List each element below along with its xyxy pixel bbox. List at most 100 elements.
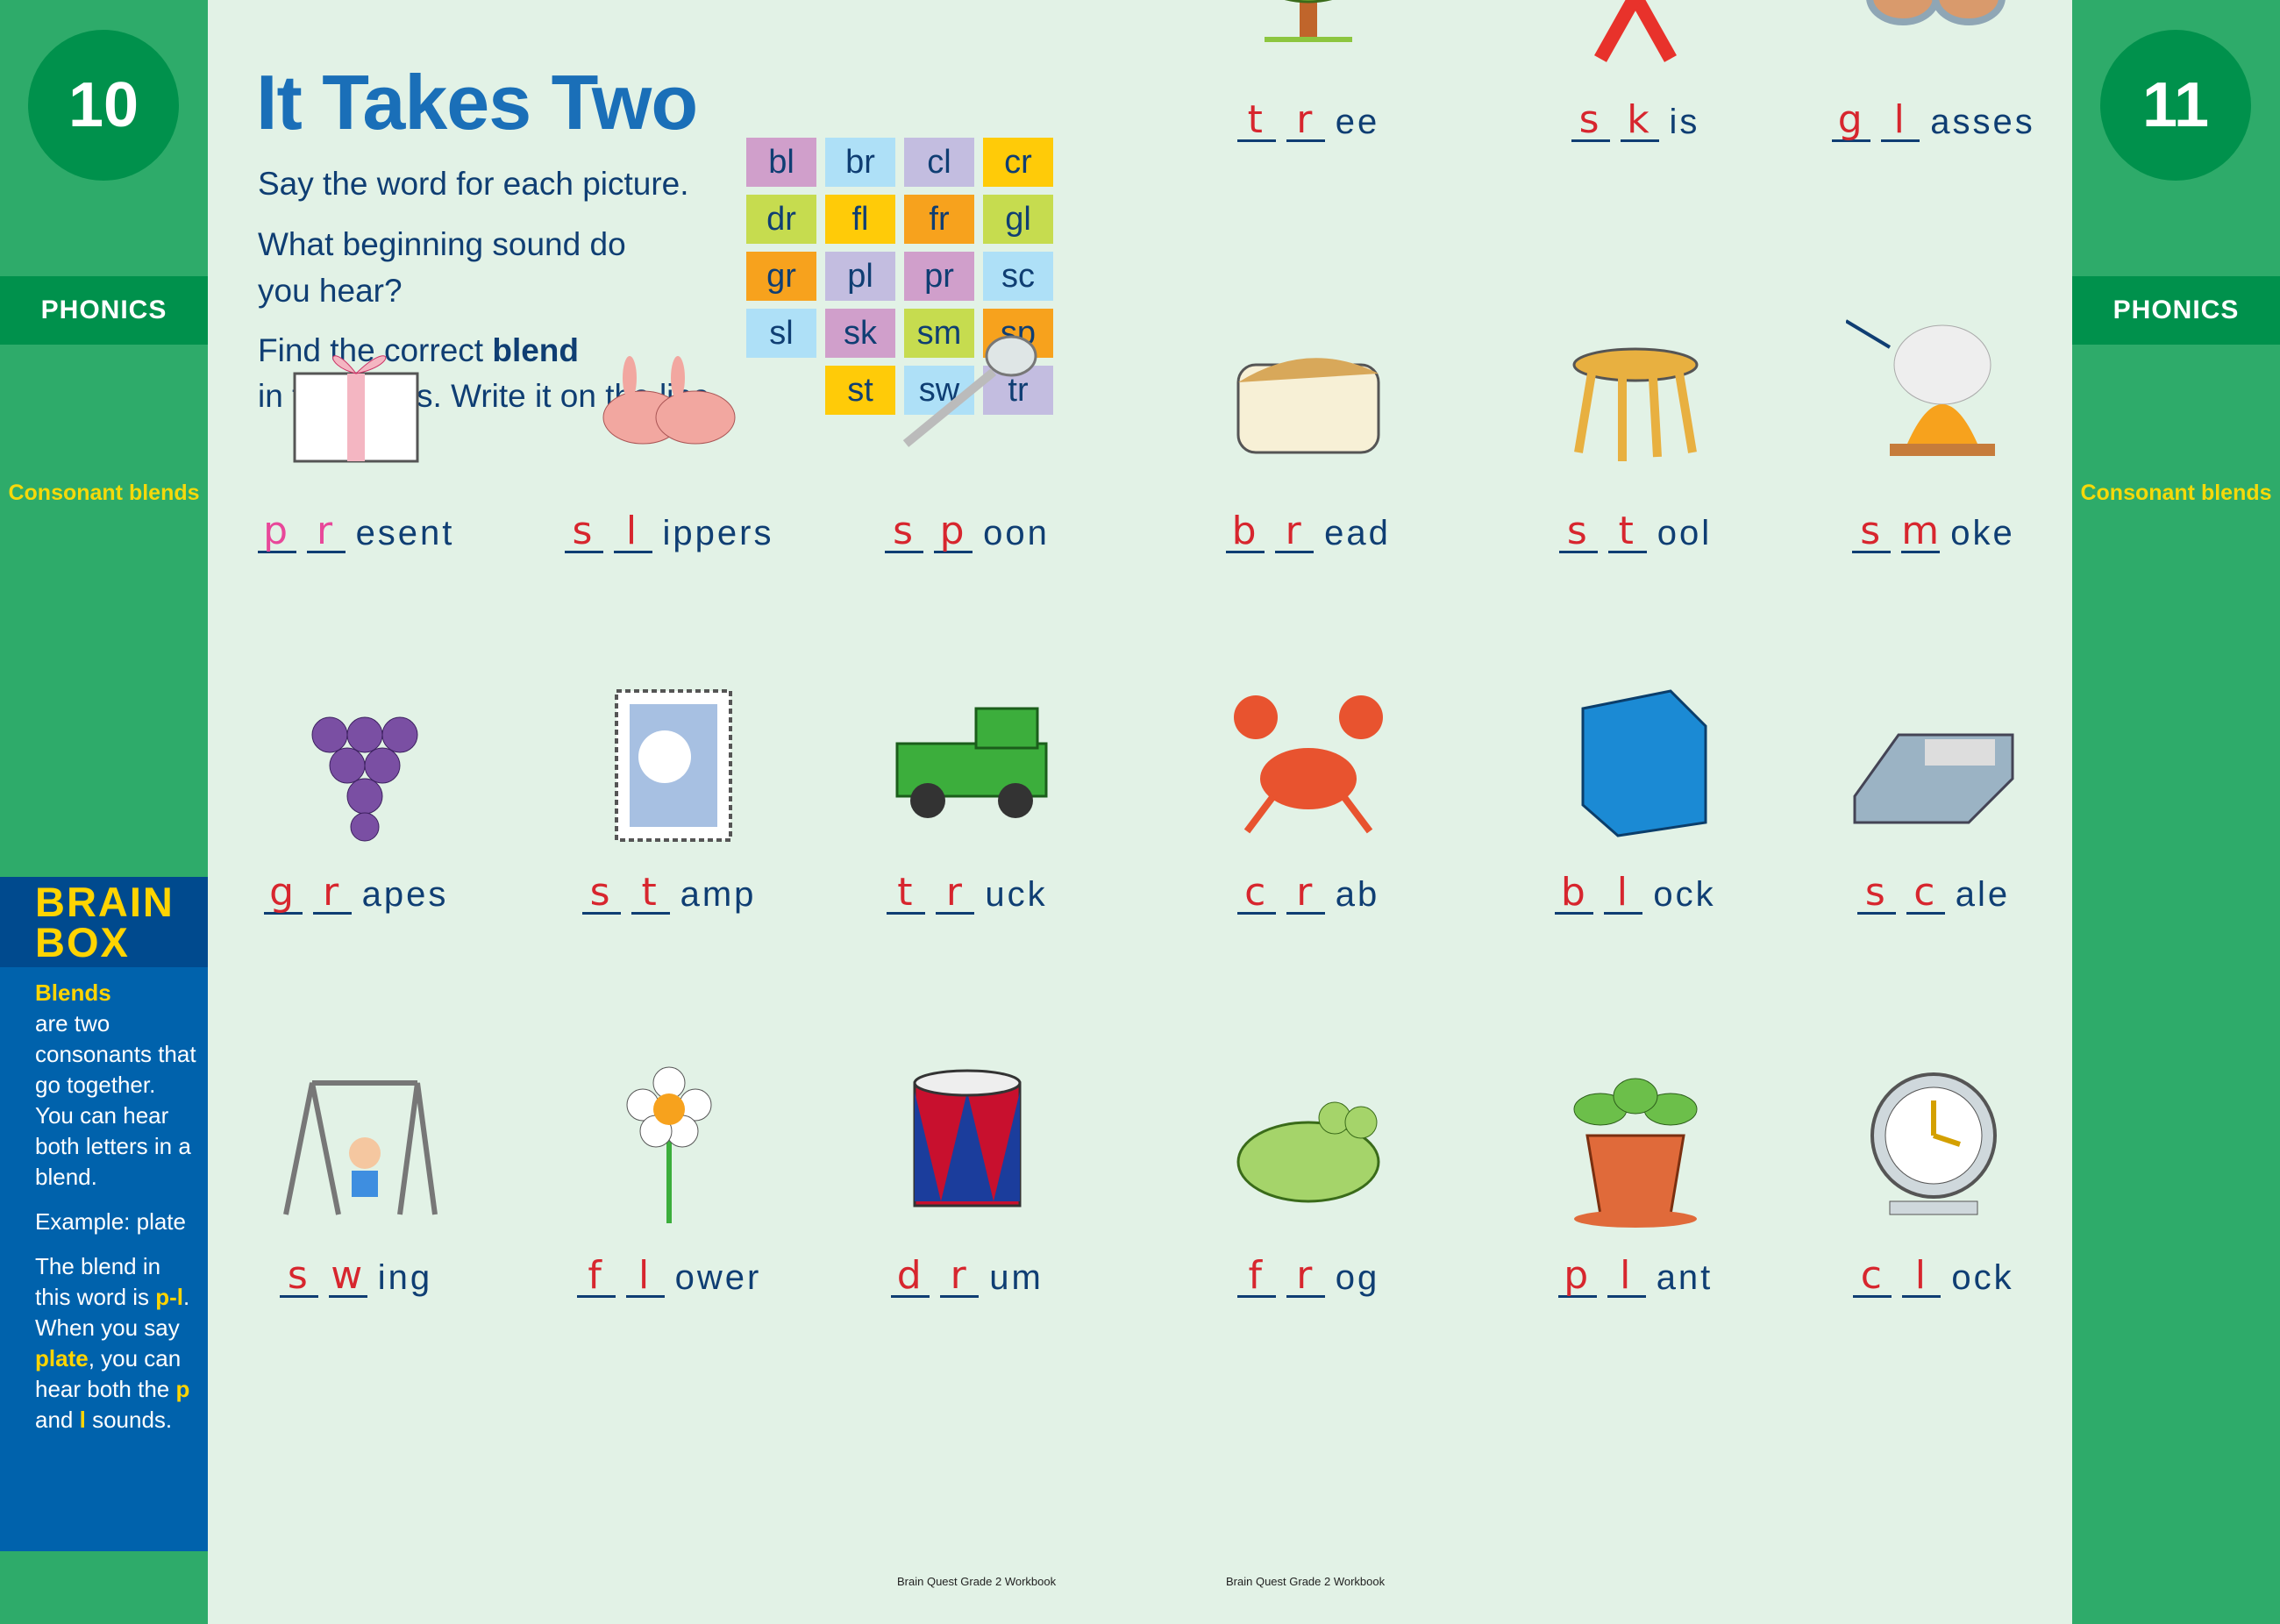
- answer-blank-2[interactable]: c: [1906, 873, 1945, 915]
- brain-box-title-line2: BOX: [35, 919, 130, 965]
- exercise-item-bread: b r ead: [1151, 312, 1466, 575]
- answer-blank-1[interactable]: s: [564, 512, 603, 553]
- answer-blank-2[interactable]: l: [1604, 873, 1643, 915]
- instruction-line: you hear?: [258, 273, 403, 309]
- brain-box-example: Example: plate: [35, 1208, 186, 1235]
- answer-blank-2[interactable]: w: [328, 1257, 367, 1298]
- answer-blank-2[interactable]: r: [306, 512, 346, 553]
- t: plate: [35, 1345, 89, 1371]
- exercise-item-spoon: s p oon: [809, 312, 1125, 575]
- answer-blank-2[interactable]: t: [1607, 512, 1647, 553]
- answer-blank-1[interactable]: s: [1558, 512, 1598, 553]
- blend-box-sl: sl: [746, 309, 816, 358]
- grapes-icon: [311, 716, 418, 842]
- word-label: p r esent: [198, 512, 514, 553]
- answer-blank-1[interactable]: b: [1226, 512, 1265, 553]
- answer-blank-2[interactable]: r: [1286, 1257, 1325, 1298]
- word-ending: uck: [985, 875, 1048, 914]
- answer-blank-1[interactable]: s: [885, 512, 924, 553]
- answer-blank-2[interactable]: r: [1286, 101, 1325, 142]
- answer-blank-2[interactable]: l: [625, 1257, 665, 1298]
- answer-blank-1[interactable]: p: [257, 512, 296, 553]
- answer-blank-1[interactable]: s: [1856, 873, 1896, 915]
- word-ending: asses: [1930, 103, 2035, 141]
- answer-blank-1[interactable]: f: [1236, 1257, 1276, 1298]
- slippers-icon: [602, 356, 736, 445]
- stool-icon: [1572, 347, 1699, 461]
- t: l: [79, 1407, 86, 1433]
- answer-blank-2[interactable]: l: [1902, 1257, 1942, 1298]
- plant-icon: [1573, 1078, 1698, 1228]
- answer-blank-2[interactable]: l: [1881, 101, 1920, 142]
- t: blend: [492, 332, 580, 368]
- blend-box-sk: sk: [825, 309, 895, 358]
- answer-blank-1[interactable]: d: [891, 1257, 930, 1298]
- block-icon: [1581, 689, 1707, 837]
- word-label: s t ool: [1478, 512, 1793, 553]
- word-ending: ant: [1656, 1258, 1714, 1297]
- answer-blank-2[interactable]: p: [934, 512, 973, 553]
- answer-blank-1[interactable]: s: [1571, 101, 1610, 142]
- brain-box-title-line1: BRAIN: [35, 879, 175, 925]
- footer-right: Brain Quest Grade 2 Workbook: [1226, 1575, 1386, 1588]
- answer-blank-2[interactable]: l: [1607, 1257, 1646, 1298]
- answer-blank-1[interactable]: g: [1832, 101, 1871, 142]
- answer-blank-1[interactable]: c: [1853, 1257, 1892, 1298]
- word-ending: um: [989, 1258, 1044, 1297]
- brain-box-definition: Blends are two consonants that go togethe…: [35, 978, 199, 1193]
- answer-blank-1[interactable]: s: [1852, 512, 1892, 553]
- answer-blank-2[interactable]: l: [613, 512, 652, 553]
- blend-box-sm: sm: [904, 309, 974, 358]
- answer-blank-1[interactable]: t: [887, 873, 926, 915]
- left-sidebar: 10 PHONICS Consonant blends BRAIN BOX Ble…: [0, 0, 208, 1624]
- blend-box-bl: bl: [746, 138, 816, 187]
- answer-blank-2[interactable]: m: [1901, 509, 1942, 553]
- word-label: s l ippers: [511, 512, 827, 553]
- blend-box-pl: pl: [825, 252, 895, 301]
- t: The blend in this word is: [35, 1253, 161, 1310]
- blend-box-cr: cr: [983, 138, 1053, 187]
- answer-blank-1[interactable]: f: [576, 1257, 616, 1298]
- answer-blank-2[interactable]: r: [312, 873, 352, 915]
- section-label: PHONICS: [0, 276, 208, 345]
- answer-blank-2[interactable]: r: [1275, 512, 1315, 553]
- exercise-item-plant: p l ant: [1478, 1057, 1793, 1320]
- exercise-item-crab: c r ab: [1151, 673, 1466, 937]
- word-ending: ool: [1657, 514, 1713, 552]
- brain-box-title: BRAIN BOX: [0, 877, 208, 967]
- answer-blank-1[interactable]: g: [263, 873, 303, 915]
- word-ending: oke: [1950, 514, 2015, 552]
- definition-text: are two consonants that go together. You…: [35, 1010, 196, 1190]
- blend-box-fl: fl: [825, 195, 895, 244]
- word-label: t r ee: [1151, 101, 1466, 142]
- answer-blank-1[interactable]: c: [1236, 873, 1276, 915]
- word-ending: ab: [1335, 875, 1380, 914]
- term-blends: Blends: [35, 979, 111, 1006]
- exercise-item-skis: s k is: [1478, 0, 1793, 164]
- topic-label: Consonant blends: [8, 481, 200, 505]
- word-label: d r um: [809, 1257, 1125, 1298]
- word-label: s t amp: [511, 873, 827, 915]
- answer-blank-2[interactable]: t: [631, 873, 670, 915]
- word-ending: is: [1669, 103, 1700, 141]
- exercise-item-stool: s t ool: [1478, 312, 1793, 575]
- answer-blank-1[interactable]: p: [1557, 1257, 1597, 1298]
- word-ending: ock: [1951, 1258, 2014, 1297]
- answer-blank-1[interactable]: s: [581, 873, 621, 915]
- answer-blank-1[interactable]: s: [279, 1257, 318, 1298]
- answer-blank-2[interactable]: r: [1286, 873, 1325, 915]
- page-title: It Takes Two: [256, 59, 698, 146]
- word-ending: og: [1335, 1258, 1380, 1297]
- word-label: s k is: [1478, 101, 1793, 142]
- present-icon: [293, 355, 419, 463]
- blend-box-gr: gr: [746, 252, 816, 301]
- answer-blank-2[interactable]: r: [940, 1257, 980, 1298]
- answer-blank-1[interactable]: b: [1555, 873, 1594, 915]
- answer-blank-2[interactable]: r: [936, 873, 975, 915]
- flower-icon: [626, 1066, 712, 1223]
- blend-box-fr: fr: [904, 195, 974, 244]
- instruction-line: What beginning sound do: [258, 226, 626, 262]
- t: . When you say: [35, 1284, 190, 1341]
- answer-blank-1[interactable]: t: [1236, 101, 1276, 142]
- answer-blank-2[interactable]: k: [1620, 101, 1659, 142]
